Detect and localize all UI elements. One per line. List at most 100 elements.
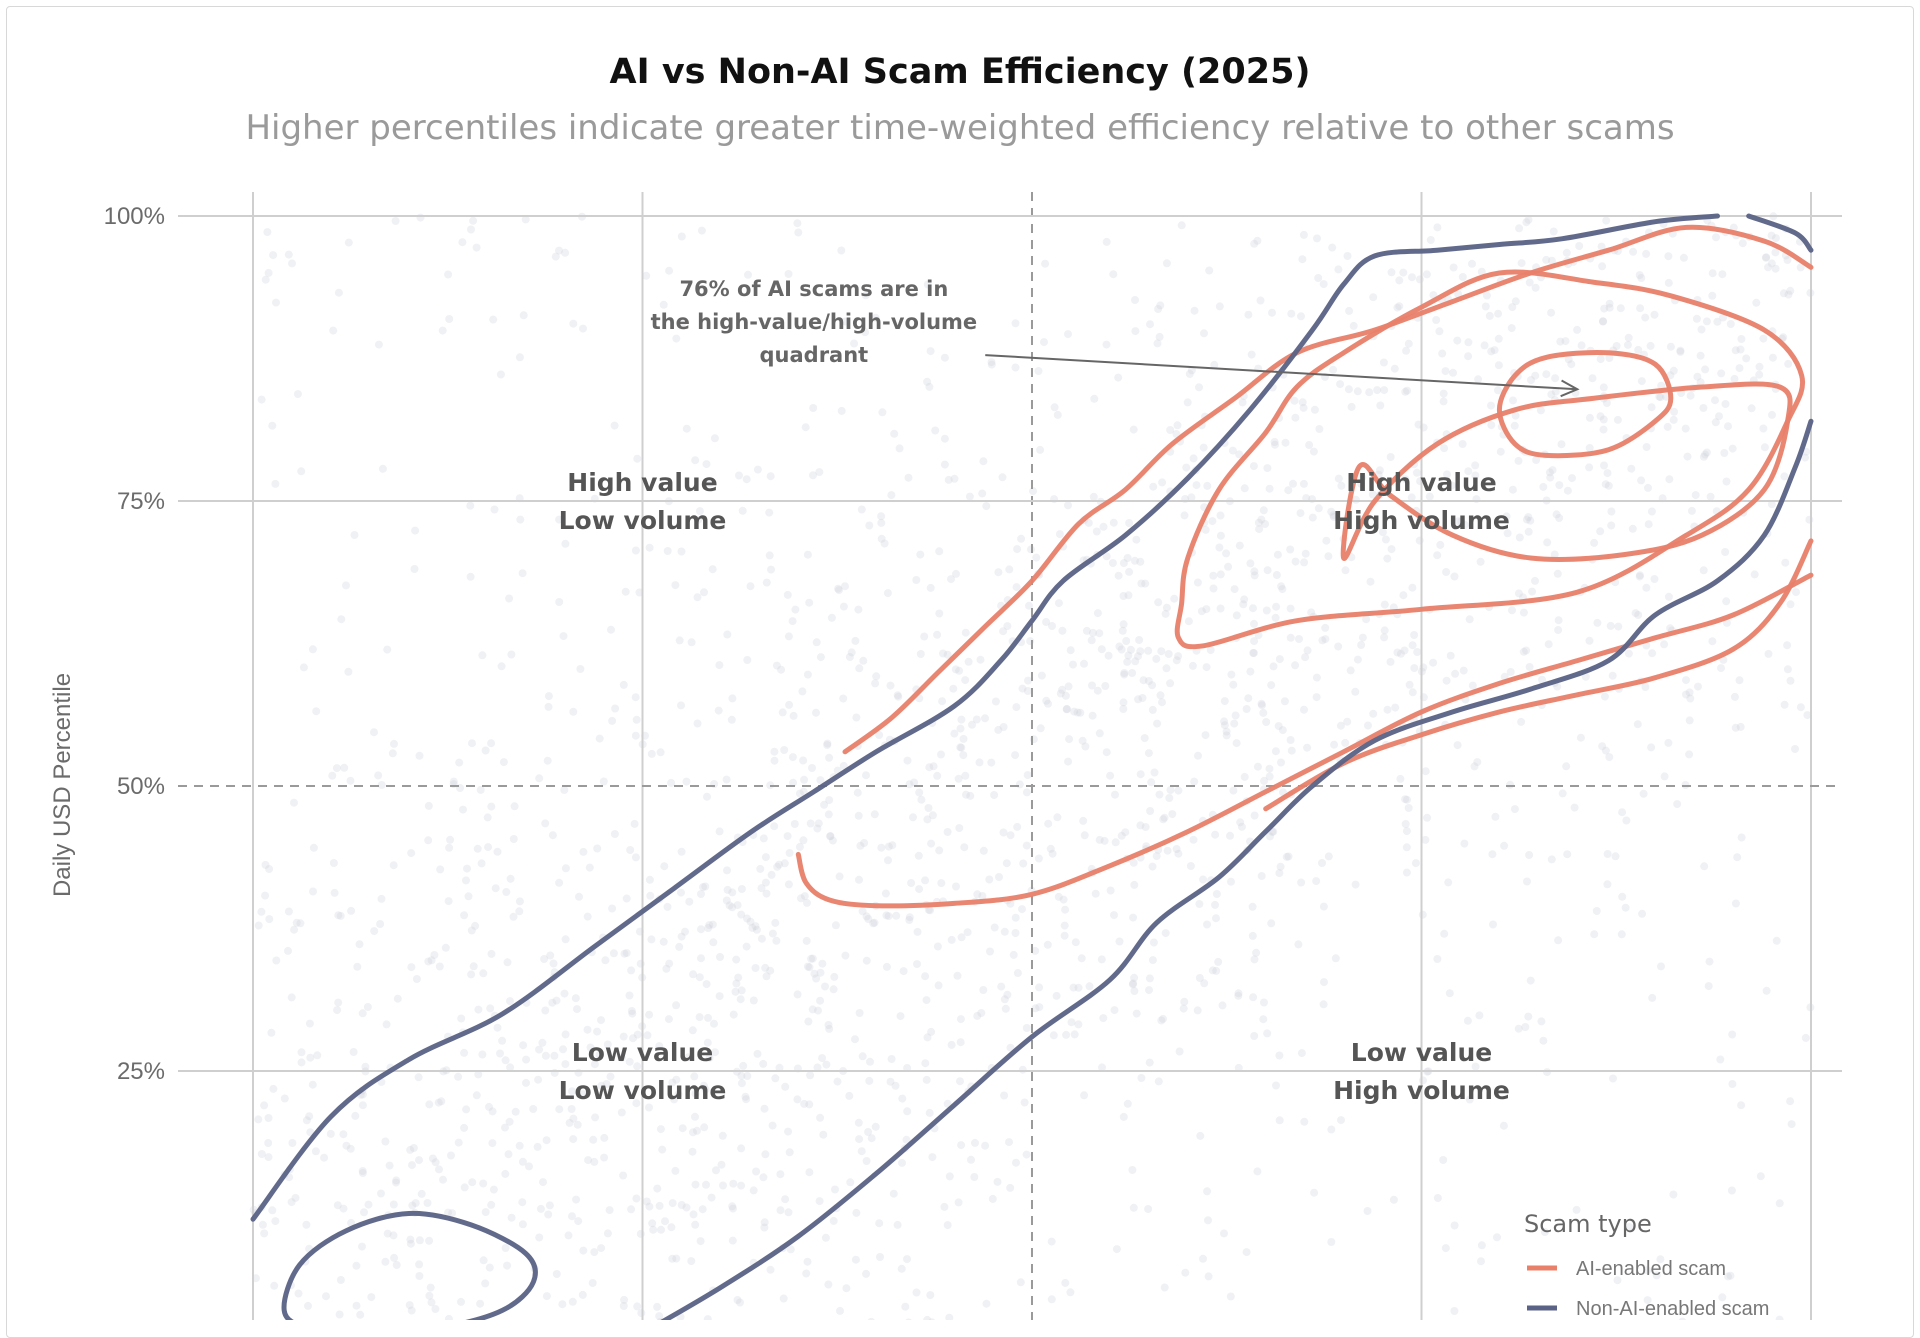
- scatter-point: [1012, 929, 1020, 937]
- scatter-point: [1450, 1307, 1458, 1315]
- scatter-point: [1330, 741, 1338, 749]
- scatter-point: [1332, 954, 1340, 962]
- scatter-point: [555, 879, 563, 887]
- scatter-point: [516, 516, 524, 524]
- scatter-point: [704, 1014, 712, 1022]
- scatter-point: [945, 1314, 953, 1320]
- scatter-point: [875, 1219, 883, 1227]
- scatter-point: [350, 1048, 358, 1056]
- scatter-point: [1381, 626, 1389, 634]
- scatter-point: [1442, 367, 1450, 375]
- scatter-point: [1234, 992, 1242, 1000]
- scatter-point: [944, 828, 952, 836]
- scatter-point: [1258, 872, 1266, 880]
- scatter-point: [1263, 1029, 1271, 1037]
- scatter-point: [1165, 794, 1173, 802]
- scatter-point: [789, 617, 797, 625]
- scatter-point: [342, 581, 350, 589]
- scatter-point: [1604, 469, 1612, 477]
- scatter-point: [1012, 914, 1020, 922]
- scatter-point: [856, 1009, 864, 1017]
- scatter-point: [1732, 724, 1740, 732]
- scatter-point: [672, 335, 680, 343]
- scatter-point: [1217, 532, 1225, 540]
- scatter-point: [1598, 742, 1606, 750]
- scatter-point: [1731, 375, 1739, 383]
- scatter-point: [1069, 661, 1077, 669]
- scatter-point: [1249, 604, 1257, 612]
- scatter-point: [457, 1015, 465, 1023]
- scatter-point: [1617, 304, 1625, 312]
- scatter-point: [1011, 751, 1019, 759]
- scatter-point: [1527, 977, 1535, 985]
- scatter-point: [459, 806, 467, 814]
- scatter-point: [386, 1162, 394, 1170]
- scatter-point: [694, 720, 702, 728]
- scatter-point: [295, 1290, 303, 1298]
- scatter-point: [859, 657, 867, 665]
- scatter-point: [1035, 983, 1043, 991]
- scatter-point: [758, 884, 766, 892]
- scatter-point: [417, 214, 425, 222]
- scatter-point: [767, 566, 775, 574]
- scatter-point: [1239, 600, 1247, 608]
- scatter-point: [1294, 940, 1302, 948]
- scatter-point: [1388, 268, 1396, 276]
- scatter-point: [427, 1284, 435, 1292]
- scatter-point: [1048, 622, 1056, 630]
- scatter-point: [261, 892, 269, 900]
- scatter-point: [1373, 386, 1381, 394]
- scatter-point: [813, 825, 821, 833]
- scatter-point: [454, 1073, 462, 1081]
- scatter-point: [497, 371, 505, 379]
- scatter-point: [590, 1158, 598, 1166]
- scatter-point: [621, 950, 629, 958]
- scatter-point: [1044, 820, 1052, 828]
- scatter-point: [726, 901, 734, 909]
- scatter-point: [898, 1159, 906, 1167]
- scatter-point: [941, 461, 949, 469]
- scatter-point: [1416, 275, 1424, 283]
- scatter-point: [1717, 664, 1725, 672]
- scatter-point: [1263, 464, 1271, 472]
- scatter-point: [1198, 607, 1206, 615]
- scatter-point: [926, 1291, 934, 1299]
- scatter-point: [596, 735, 604, 743]
- scatter-point: [1709, 269, 1717, 277]
- scatter-point: [762, 853, 770, 861]
- scatter-point: [1486, 312, 1494, 320]
- scatter-point: [1003, 859, 1011, 867]
- scatter-point: [1351, 688, 1359, 696]
- quadrant-label-line2: Low volume: [559, 506, 727, 535]
- scatter-point: [855, 1119, 863, 1127]
- scatter-point: [337, 1276, 345, 1284]
- scatter-point: [694, 593, 702, 601]
- scatter-point: [804, 671, 812, 679]
- scatter-point: [1609, 672, 1617, 680]
- scatter-point: [763, 579, 771, 587]
- scatter-point: [1103, 238, 1111, 246]
- scatter-point: [1137, 1074, 1145, 1082]
- scatter-point: [1272, 1082, 1280, 1090]
- scatter-point: [478, 859, 486, 867]
- scatter-point: [1487, 421, 1495, 429]
- scatter-point: [393, 1261, 401, 1269]
- scatter-point: [600, 778, 608, 786]
- scatter-point: [1288, 747, 1296, 755]
- scatter-point: [1055, 893, 1063, 901]
- scatter-point: [502, 888, 510, 896]
- scatter-point: [852, 1256, 860, 1264]
- scatter-point: [1114, 374, 1122, 382]
- scatter-point: [1115, 572, 1123, 580]
- scatter-point: [1685, 750, 1693, 758]
- scatter-point: [450, 778, 458, 786]
- scatter-point: [1638, 910, 1646, 918]
- scatter-point: [1466, 615, 1474, 623]
- scatter-point: [1682, 425, 1690, 433]
- scatter-point: [1064, 501, 1072, 509]
- scatter-point: [1399, 269, 1407, 277]
- scatter-point: [1464, 338, 1472, 346]
- scatter-point: [935, 981, 943, 989]
- scatter-point: [898, 1095, 906, 1103]
